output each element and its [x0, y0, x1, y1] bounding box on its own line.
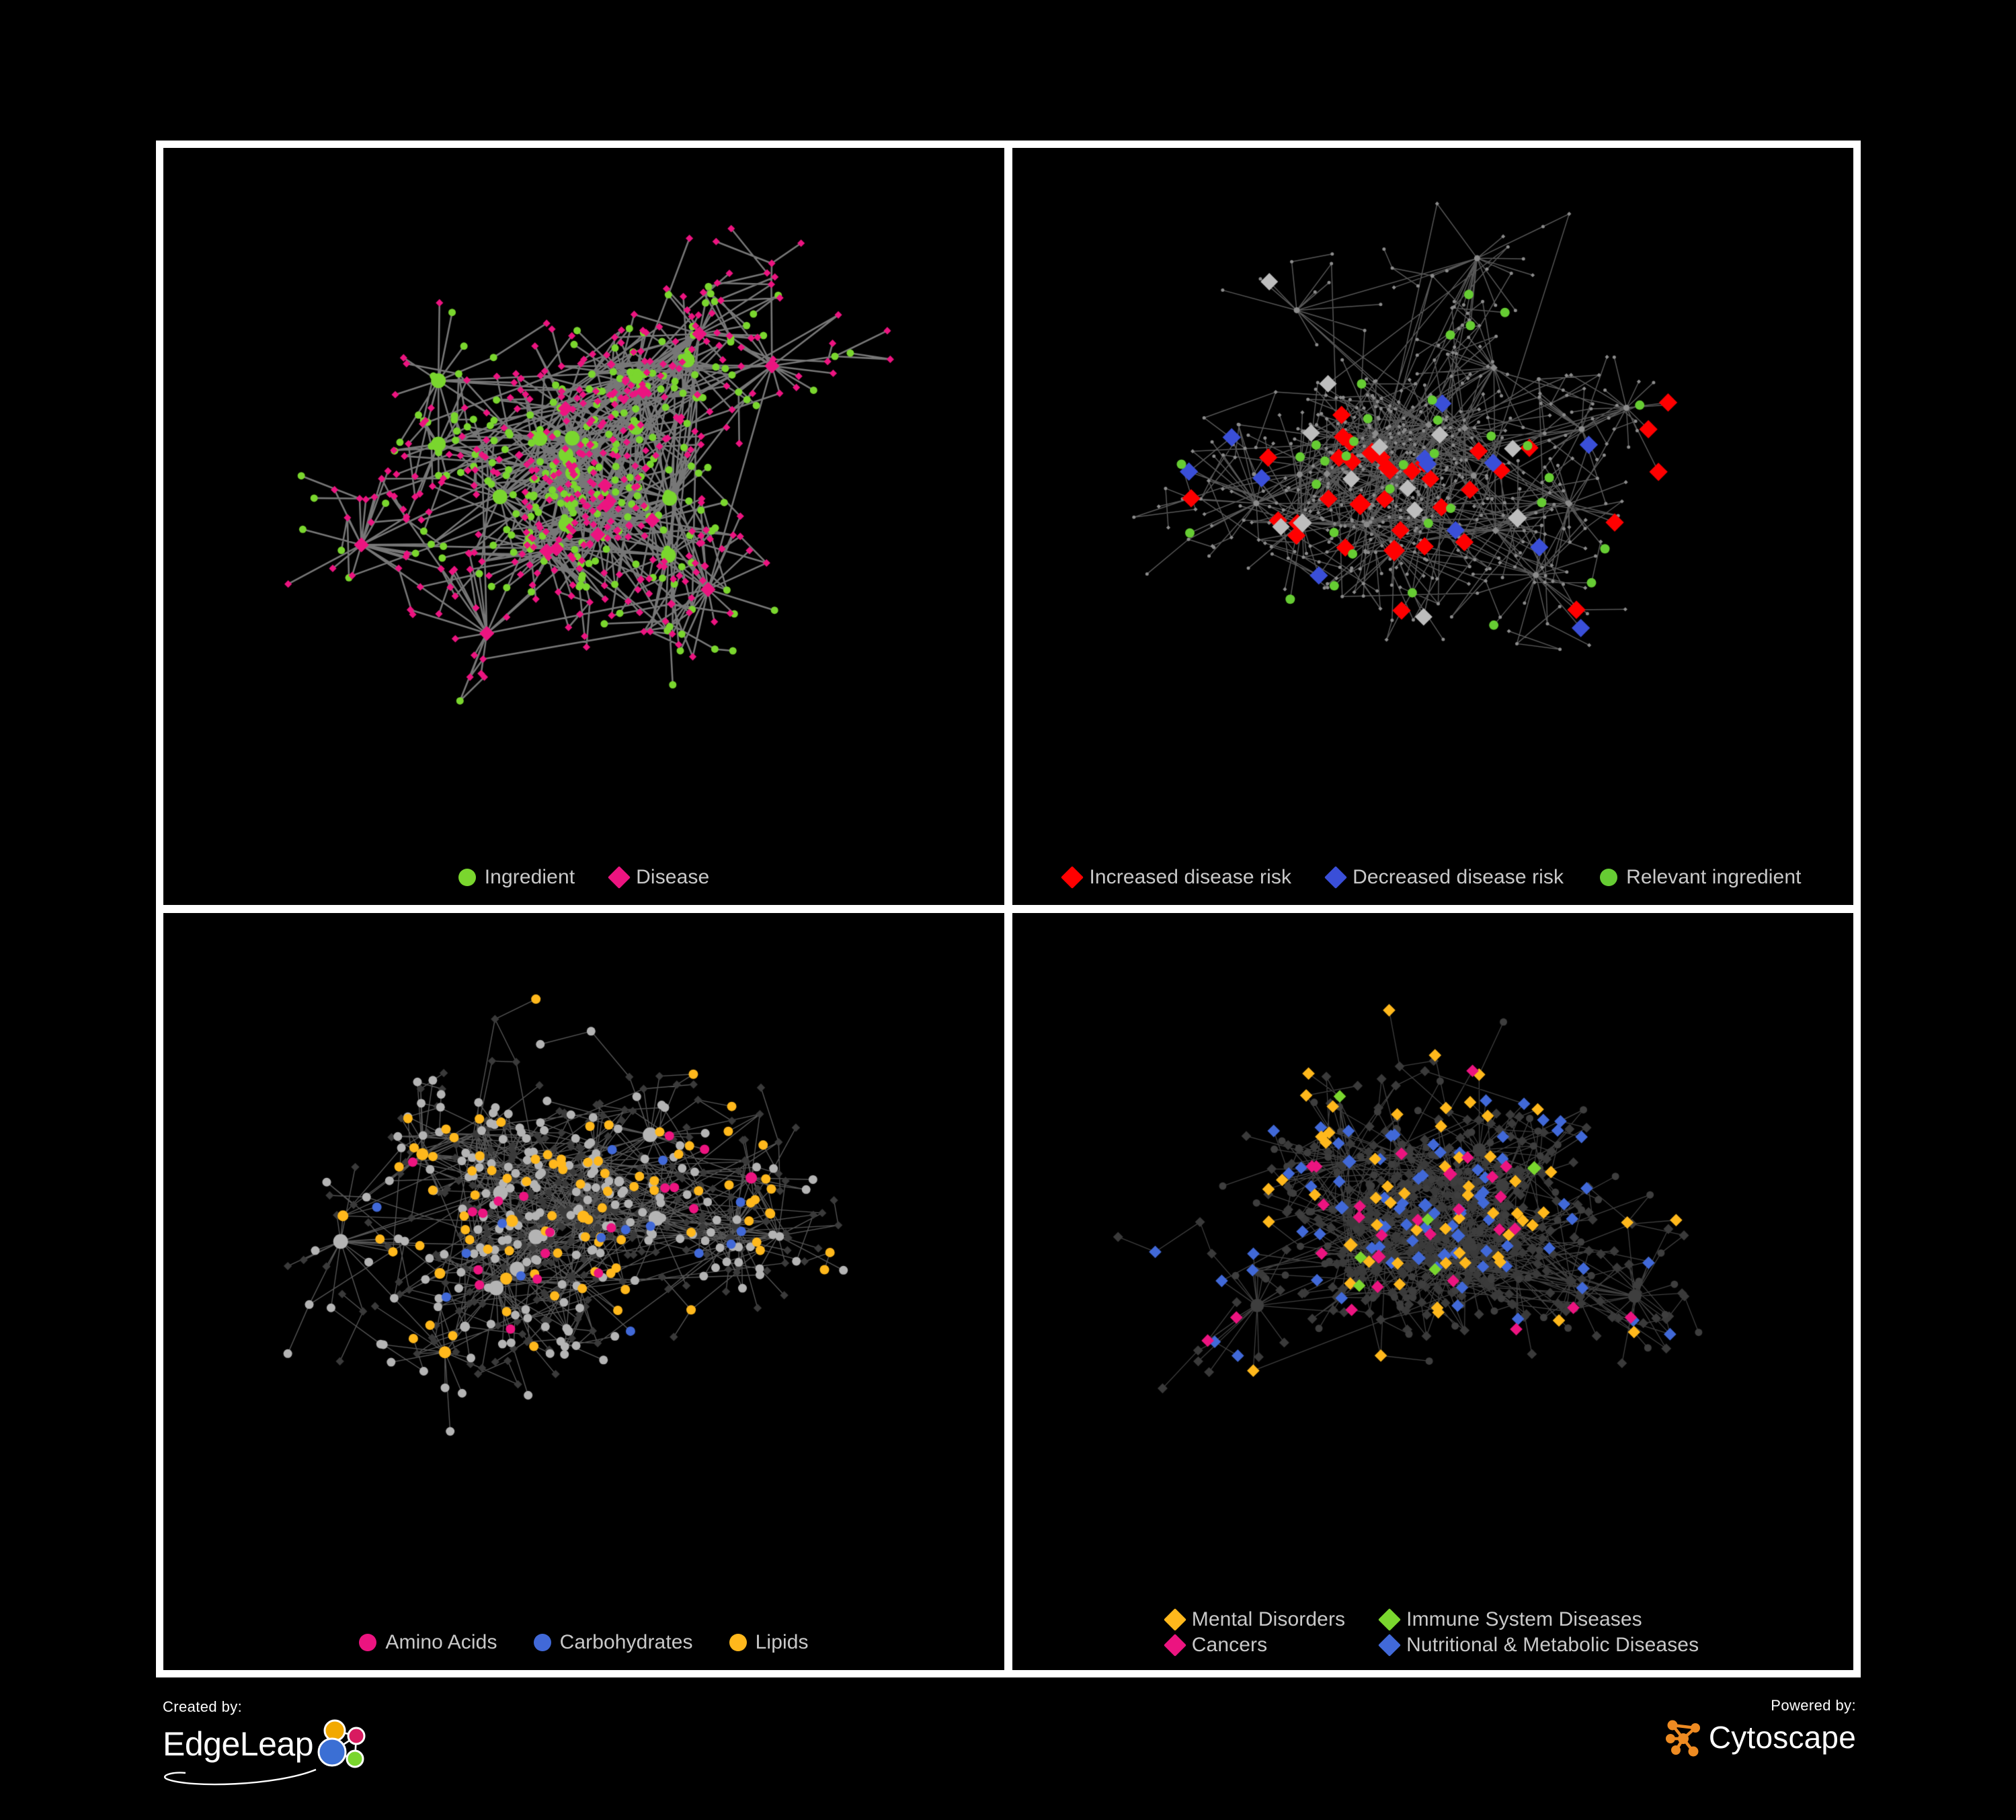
lipids-circle-icon [729, 1634, 747, 1651]
edgeleap-logo-row: EdgeLeap [163, 1717, 374, 1771]
cytoscape-node-1 [1667, 1720, 1678, 1731]
network-canvas-ingredient-class[interactable] [163, 913, 1004, 1670]
legend-item-amino-acids[interactable]: Amino Acids [359, 1632, 497, 1653]
cytoscape-node-6 [1688, 1746, 1699, 1757]
panel-disease-class[interactable]: Mental Disorders Immune System Diseases … [1012, 913, 1853, 1670]
edgeleap-node-yellow [323, 1719, 346, 1742]
legend-label-decreased-risk: Decreased disease risk [1353, 866, 1564, 888]
legend-item-nutritional-metabolic-diseases[interactable]: Nutritional & Metabolic Diseases [1378, 1634, 1699, 1657]
legend-label-increased-risk: Increased disease risk [1089, 866, 1292, 888]
cytoscape-node-2 [1690, 1723, 1700, 1733]
edgeleap-node-pink [347, 1727, 366, 1745]
mental-disorders-diamond-icon [1163, 1608, 1186, 1631]
legend-item-mental-disorders[interactable]: Mental Disorders [1163, 1608, 1346, 1631]
legend-item-immune-system-diseases[interactable]: Immune System Diseases [1378, 1608, 1642, 1631]
legend-item-increased-risk[interactable]: Increased disease risk [1061, 866, 1292, 889]
footer: Created by: EdgeLeap [156, 1692, 1860, 1792]
legend-item-decreased-risk[interactable]: Decreased disease risk [1324, 866, 1564, 889]
ingredient-circle-icon [458, 869, 476, 886]
legend-label-disease: Disease [636, 866, 710, 888]
cytoscape-wordmark: Cytoscape [1708, 1720, 1856, 1755]
increased-risk-diamond-icon [1061, 866, 1084, 889]
legend-label-amino-acids: Amino Acids [385, 1631, 497, 1653]
legend-label-lipids: Lipids [755, 1631, 809, 1653]
legend-disease-class: Mental Disorders Immune System Diseases … [1012, 1608, 1853, 1657]
cytoscape-node-4 [1665, 1734, 1675, 1743]
created-by-kicker: Created by: [163, 1698, 243, 1715]
legend-item-lipids[interactable]: Lipids [729, 1632, 809, 1653]
cancers-diamond-icon [1163, 1634, 1186, 1657]
legend-ingredient-class: Amino Acids Carbohydrates Lipids [163, 1632, 1004, 1653]
cytoscape-node-3 [1677, 1733, 1689, 1744]
legend-item-disease[interactable]: Disease [608, 866, 710, 889]
legend-disease-risk: Increased disease risk Decreased disease… [1012, 866, 1853, 889]
immune-system-diseases-diamond-icon [1378, 1608, 1402, 1631]
relevant-ingredient-circle-icon [1600, 869, 1618, 886]
panel-ingredient-disease[interactable]: Ingredient Disease [163, 148, 1004, 905]
edgeleap-node-blue [317, 1737, 347, 1767]
legend-label-mental-disorders: Mental Disorders [1191, 1608, 1346, 1630]
created-by-brand[interactable]: Created by: EdgeLeap [163, 1700, 374, 1786]
network-canvas-ingredient-disease[interactable] [163, 148, 1004, 905]
network-canvas-disease-risk[interactable] [1012, 148, 1853, 905]
cytoscape-node-5 [1670, 1745, 1681, 1755]
legend-label-ingredient: Ingredient [484, 866, 575, 888]
disease-diamond-icon [608, 866, 631, 889]
powered-by-brand[interactable]: Powered by: [1663, 1698, 1856, 1759]
edgeleap-network-icon [317, 1719, 366, 1768]
decreased-risk-diamond-icon [1324, 866, 1348, 889]
legend-label-nutritional-metabolic-diseases: Nutritional & Metabolic Diseases [1406, 1634, 1699, 1656]
legend-item-carbohydrates[interactable]: Carbohydrates [533, 1631, 693, 1653]
legend-ingredient-disease: Ingredient Disease [163, 866, 1004, 889]
legend-item-ingredient[interactable]: Ingredient [458, 867, 575, 887]
carbohydrates-circle-icon [533, 1634, 551, 1651]
amino-acids-circle-icon [359, 1634, 377, 1651]
legend-label-carbohydrates: Carbohydrates [559, 1631, 693, 1653]
edgeleap-underline-swoosh [164, 1768, 317, 1786]
legend-label-cancers: Cancers [1191, 1634, 1268, 1656]
legend-label-immune-system-diseases: Immune System Diseases [1406, 1608, 1642, 1630]
cytoscape-logo-row: Cytoscape [1663, 1716, 1856, 1759]
panel-disease-risk[interactable]: Increased disease risk Decreased disease… [1012, 148, 1853, 905]
legend-item-relevant-ingredient[interactable]: Relevant ingredient [1600, 867, 1801, 887]
network-canvas-disease-class[interactable] [1012, 913, 1853, 1670]
legend-label-relevant-ingredient: Relevant ingredient [1626, 866, 1802, 888]
edgeleap-node-green [346, 1749, 364, 1768]
panel-ingredient-class[interactable]: Amino Acids Carbohydrates Lipids [163, 913, 1004, 1670]
nutritional-metabolic-diseases-diamond-icon [1378, 1634, 1402, 1657]
cytoscape-network-icon [1665, 1720, 1700, 1757]
edgeleap-wordmark: EdgeLeap [163, 1725, 314, 1763]
legend-item-cancers[interactable]: Cancers [1163, 1634, 1268, 1657]
panel-grid: Ingredient Disease Increased disease ris… [156, 141, 1861, 1677]
powered-by-kicker: Powered by: [1771, 1697, 1856, 1714]
